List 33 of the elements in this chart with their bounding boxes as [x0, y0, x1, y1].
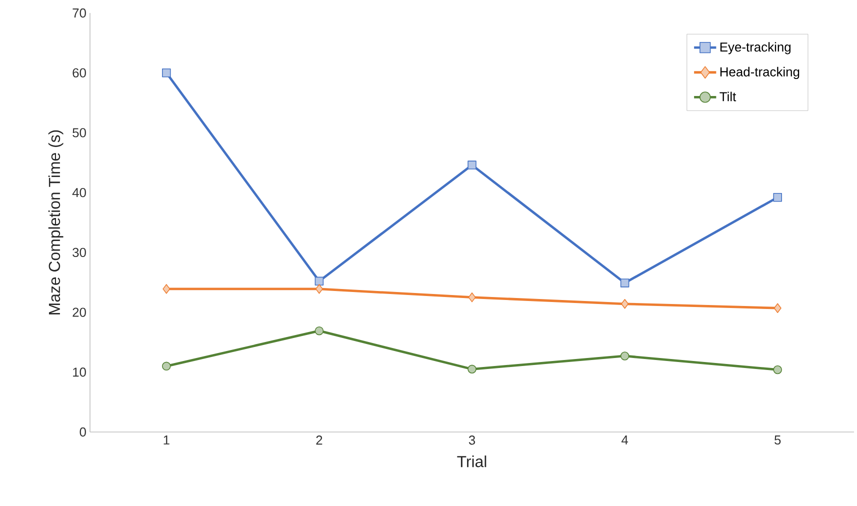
point [773, 192, 782, 202]
y-tick-label: 20 [72, 308, 86, 317]
point [162, 284, 170, 294]
x-tick-label: 4 [622, 436, 628, 444]
legend-label: Eye-tracking [720, 42, 791, 54]
point [620, 352, 630, 360]
y-tick-label: 70 [72, 8, 86, 18]
legend-label: Head-tracking [720, 66, 800, 80]
point [315, 284, 323, 294]
y-tick-label: 60 [72, 68, 86, 78]
y-tick-label: 0 [80, 427, 86, 437]
x-tick-label: 5 [774, 436, 781, 445]
y-tick-label: 10 [73, 368, 86, 377]
y-tick-label: 40 [72, 188, 86, 198]
point [314, 276, 324, 286]
point [468, 292, 476, 302]
y-tick-label: 50 [72, 128, 86, 138]
point [162, 362, 171, 371]
x-axis-title: Trial [457, 456, 486, 468]
point [468, 160, 476, 170]
point [620, 278, 630, 288]
x-tick-label: 2 [316, 436, 322, 445]
point [314, 326, 324, 336]
x-tick-label: 1 [164, 436, 170, 444]
point [774, 303, 782, 313]
point [162, 68, 171, 78]
point [773, 365, 782, 374]
point [621, 299, 629, 309]
y-axis-title: Maze Completion Time (s) [48, 130, 64, 314]
legend-label: Tilt [720, 92, 736, 102]
y-tick-label: 30 [72, 248, 86, 258]
point [468, 364, 476, 374]
x-tick-label: 3 [468, 436, 476, 445]
